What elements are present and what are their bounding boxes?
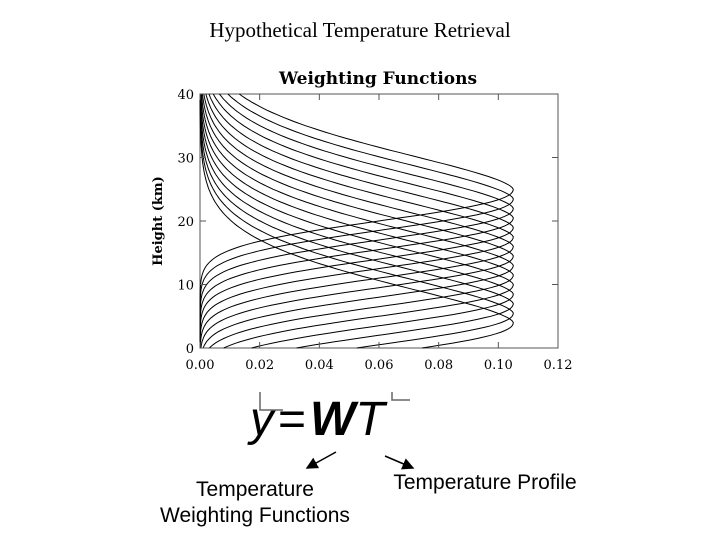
weighting-function-curve (200, 94, 514, 349)
weighting-function-curve (199, 94, 514, 349)
y-axis: 0 10 20 30 40 (177, 88, 558, 357)
weighting-functions-label: Temperature Weighting Functions (140, 477, 370, 529)
y-tick-label: 20 (177, 215, 194, 230)
weighting-function-curve (199, 93, 514, 348)
x-tick-label: 0.10 (484, 358, 513, 373)
weighting-function-curve (199, 93, 514, 348)
slide-title: Hypothetical Temperature Retrieval (209, 18, 511, 42)
weighting-functions-label-line1: Temperature (196, 478, 314, 501)
weighting-function-curve (200, 93, 514, 349)
x-axis: 0.00 0.02 0.04 0.06 0.08 0.10 0.12 (186, 94, 573, 373)
curves-group (199, 93, 514, 349)
weighting-function-curve (199, 93, 514, 349)
chart-title: Weighting Functions (278, 69, 477, 89)
equation-T: T (355, 393, 385, 446)
weighting-function-curve (201, 93, 514, 349)
weighting-functions-label-line2: Weighting Functions (160, 504, 350, 527)
x-tick-label: 0.08 (424, 358, 453, 373)
x-tick-label: 0.00 (186, 358, 215, 373)
y-tick-label: 0 (186, 342, 194, 357)
y-axis-title: Height (km) (151, 176, 166, 266)
weighting-function-curve (199, 93, 514, 348)
retrieval-equation: y=WT (250, 392, 385, 448)
equation-equals: = (278, 393, 307, 446)
x-tick-label: 0.04 (305, 358, 334, 373)
x-tick-label: 0.02 (245, 358, 274, 373)
x-tick-label: 0.12 (544, 358, 573, 373)
y-tick-label: 40 (177, 88, 194, 103)
weighting-function-curve (200, 93, 514, 349)
equation-y: y (250, 393, 274, 446)
equation-W: W (310, 393, 356, 446)
temperature-profile-label: Temperature Profile (393, 471, 577, 494)
weighting-function-curve (199, 93, 514, 349)
x-tick-label: 0.06 (365, 358, 394, 373)
y-tick-label: 30 (177, 152, 194, 167)
y-tick-label: 10 (177, 279, 194, 294)
weighting-function-curve (199, 94, 514, 349)
